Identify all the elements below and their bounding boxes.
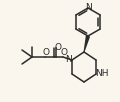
Text: O: O bbox=[60, 48, 67, 57]
Text: O: O bbox=[54, 43, 61, 53]
Text: N: N bbox=[65, 55, 71, 64]
Polygon shape bbox=[84, 35, 90, 52]
Text: NH: NH bbox=[95, 69, 109, 79]
Text: O: O bbox=[42, 48, 49, 57]
Text: N: N bbox=[85, 3, 91, 13]
